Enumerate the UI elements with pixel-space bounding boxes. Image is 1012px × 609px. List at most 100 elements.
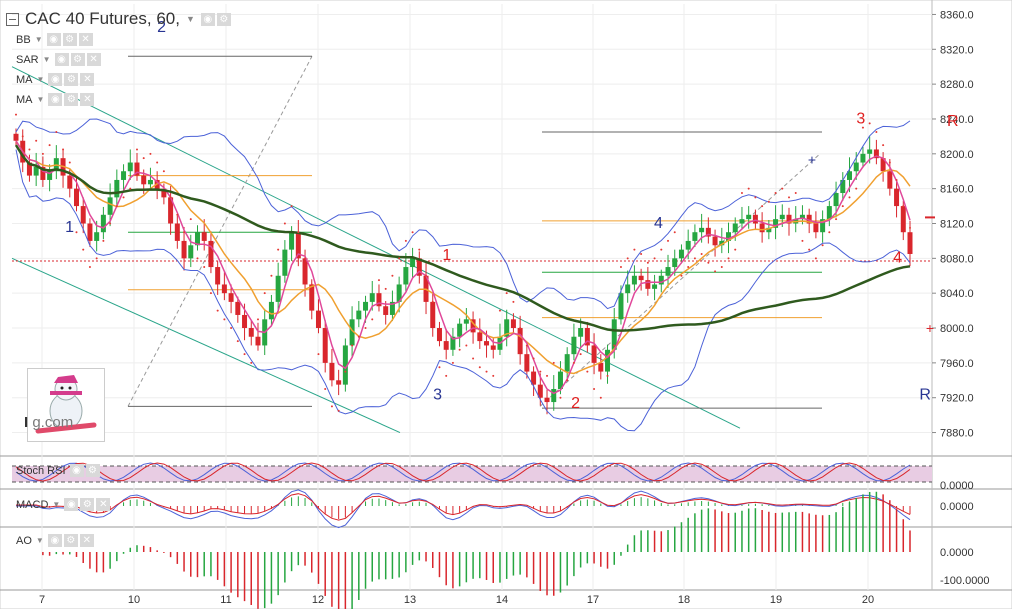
candle-body bbox=[813, 223, 819, 233]
x-tick-label: 20 bbox=[862, 594, 874, 606]
candle-body bbox=[699, 227, 705, 233]
gear-icon[interactable]: ⚙ bbox=[216, 12, 231, 26]
close-icon[interactable]: ✕ bbox=[78, 33, 93, 46]
eye-icon[interactable]: ◉ bbox=[47, 534, 62, 547]
eye-icon[interactable]: ◉ bbox=[64, 498, 79, 511]
eye-icon[interactable]: ◉ bbox=[48, 73, 63, 86]
close-icon[interactable]: ✕ bbox=[80, 93, 95, 106]
symbol-title: CAC 40 Futures, 60, bbox=[25, 9, 180, 28]
sar-dot bbox=[646, 261, 649, 264]
sar-dot bbox=[68, 161, 71, 164]
sar-dot bbox=[102, 239, 105, 242]
sar-dot bbox=[667, 239, 670, 242]
gear-icon[interactable]: ⚙ bbox=[64, 93, 79, 106]
sar-dot bbox=[149, 152, 152, 155]
sar-dot bbox=[720, 266, 723, 269]
sar-dot bbox=[411, 231, 414, 234]
dropdown-caret-icon[interactable]: ▼ bbox=[36, 75, 45, 84]
eye-icon[interactable]: ◉ bbox=[46, 33, 61, 46]
sar-dot bbox=[740, 192, 743, 195]
wave-label: 4 bbox=[893, 250, 902, 267]
indicator-bb[interactable]: BB ▼ ◉ ⚙ ✕ bbox=[16, 33, 93, 46]
wave-label: 4 bbox=[654, 215, 663, 232]
indicator-label: SAR bbox=[16, 53, 39, 66]
candle-body bbox=[349, 319, 355, 346]
dropdown-caret-icon[interactable]: ▼ bbox=[36, 95, 45, 104]
eye-icon[interactable]: ◉ bbox=[200, 12, 215, 26]
gear-icon[interactable]: ⚙ bbox=[70, 53, 85, 66]
macd-label[interactable]: MACD ▼ ◉ ⚙ ✕ bbox=[16, 498, 111, 511]
sar-dot bbox=[814, 257, 817, 260]
gear-icon[interactable]: ⚙ bbox=[64, 73, 79, 86]
sar-dot bbox=[88, 266, 91, 269]
sar-dot bbox=[640, 252, 643, 255]
gear-icon[interactable]: ⚙ bbox=[62, 33, 77, 46]
candle-body bbox=[248, 328, 254, 337]
sar-dot bbox=[727, 257, 730, 260]
stoch-band bbox=[12, 466, 932, 482]
dropdown-caret-icon[interactable]: ▼ bbox=[35, 536, 44, 545]
y-tick-label: 8040.0 bbox=[940, 288, 974, 300]
close-icon[interactable]: ✕ bbox=[79, 534, 94, 547]
candle-body bbox=[605, 349, 611, 372]
sar-dot bbox=[263, 292, 266, 295]
close-icon[interactable]: ✕ bbox=[86, 53, 101, 66]
candle-body bbox=[450, 336, 456, 350]
dropdown-caret-icon[interactable]: ▼ bbox=[52, 500, 61, 509]
candle-body bbox=[26, 162, 32, 176]
gear-icon[interactable]: ⚙ bbox=[80, 498, 95, 511]
sar-dot bbox=[599, 396, 602, 399]
price-marker-plus-icon: + bbox=[926, 320, 934, 336]
dropdown-caret-icon[interactable]: ▼ bbox=[42, 55, 51, 64]
gear-icon[interactable]: ⚙ bbox=[63, 534, 78, 547]
candle-body bbox=[504, 319, 510, 337]
candle-body bbox=[356, 310, 362, 320]
indicator-sar[interactable]: SAR ▼ ◉ ⚙ ✕ bbox=[16, 53, 101, 66]
candle-body bbox=[188, 245, 194, 259]
close-icon[interactable]: ✕ bbox=[80, 73, 95, 86]
sar-dot bbox=[754, 196, 757, 199]
wave-label: R bbox=[947, 113, 959, 130]
gear-icon[interactable]: ⚙ bbox=[85, 464, 100, 477]
candle-body bbox=[94, 232, 100, 241]
logo-text: I g.com bbox=[24, 414, 73, 431]
close-icon[interactable]: ✕ bbox=[96, 498, 111, 511]
wave-label: 1 bbox=[65, 219, 74, 236]
candle-body bbox=[477, 332, 483, 342]
indicator-ma-1[interactable]: MA ▼ ◉ ⚙ ✕ bbox=[16, 73, 95, 86]
indicator-ma-2[interactable]: MA ▼ ◉ ⚙ ✕ bbox=[16, 93, 95, 106]
ma-slow-line bbox=[14, 144, 911, 332]
sar-dot bbox=[861, 126, 864, 129]
eye-icon[interactable]: ◉ bbox=[48, 93, 63, 106]
sar-dot bbox=[418, 248, 421, 251]
sar-dot bbox=[364, 327, 367, 330]
eye-icon[interactable]: ◉ bbox=[54, 53, 69, 66]
stoch-k-line bbox=[15, 462, 911, 482]
eye-icon[interactable]: ◉ bbox=[69, 464, 84, 477]
candle-body bbox=[853, 162, 859, 172]
candle-body bbox=[215, 267, 221, 285]
candle-body bbox=[268, 301, 274, 320]
sar-dot bbox=[465, 344, 468, 347]
dropdown-caret-icon[interactable]: ▼ bbox=[185, 14, 195, 24]
sar-dot bbox=[767, 200, 770, 203]
wave-label: R bbox=[919, 386, 931, 403]
sar-dot bbox=[546, 374, 549, 377]
dropdown-caret-icon[interactable]: ▼ bbox=[34, 35, 43, 44]
logo-text-b: g.com bbox=[32, 414, 74, 431]
stoch-rsi-label[interactable]: Stoch RSI ◉ ⚙ bbox=[16, 464, 100, 477]
sar-dot bbox=[868, 122, 871, 125]
sar-dot bbox=[882, 144, 885, 147]
candle-body bbox=[578, 328, 584, 337]
y-tick-label: 8000.0 bbox=[940, 323, 974, 335]
collapse-icon[interactable] bbox=[6, 12, 19, 26]
candle-body bbox=[235, 301, 241, 315]
candle-body bbox=[598, 362, 604, 372]
sar-dot bbox=[183, 231, 186, 234]
ao-label[interactable]: AO ▼ ◉ ⚙ ✕ bbox=[16, 534, 94, 547]
sar-dot bbox=[566, 379, 569, 382]
sar-dot bbox=[855, 187, 858, 190]
candle-body bbox=[746, 214, 752, 220]
x-tick-label: 12 bbox=[312, 594, 324, 606]
